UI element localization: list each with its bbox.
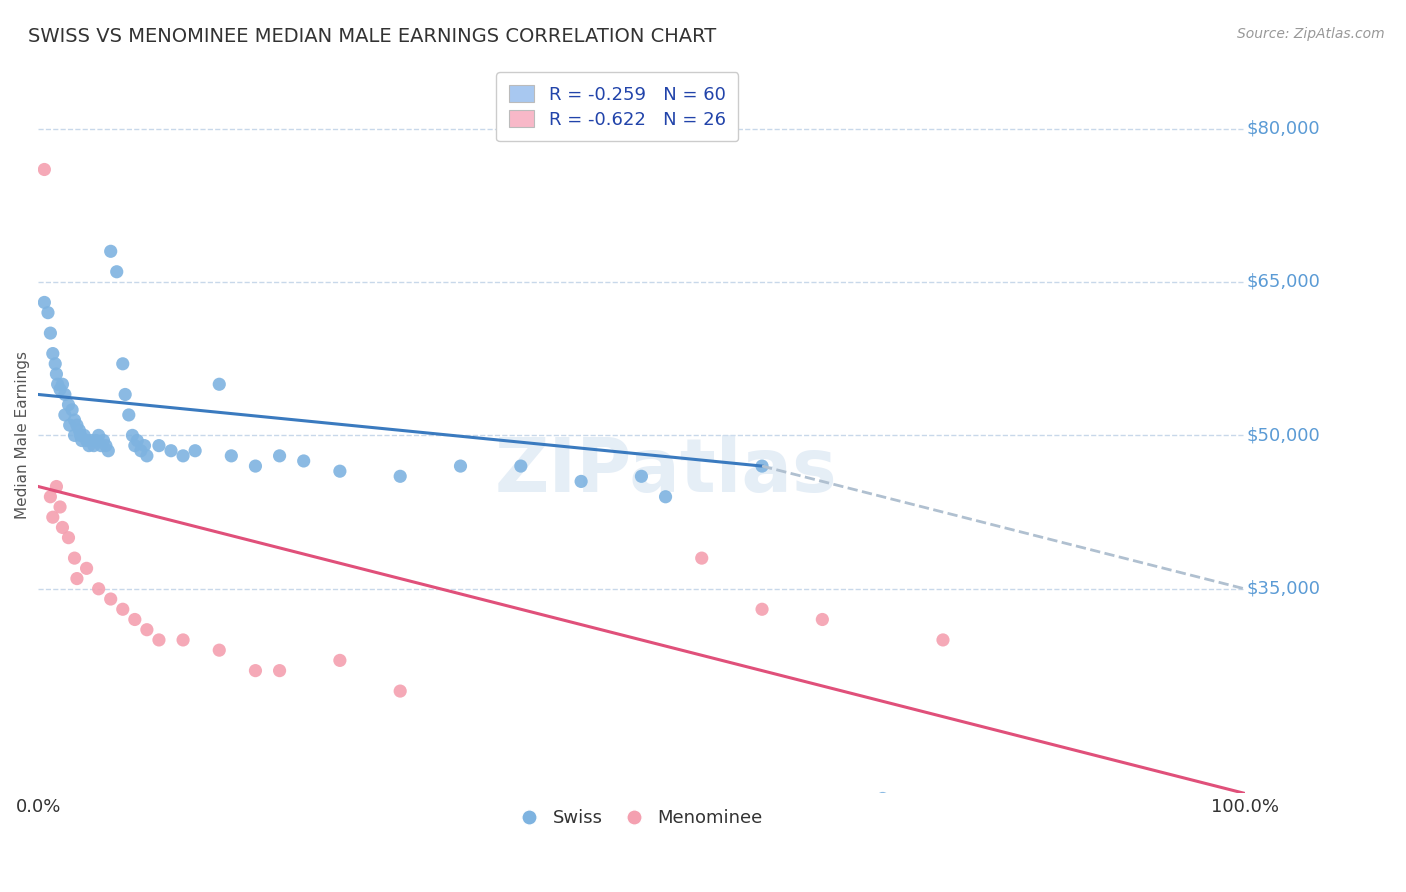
- Point: [118, 408, 141, 422]
- Point: [184, 443, 207, 458]
- Point: [129, 443, 152, 458]
- Point: [59, 418, 82, 433]
- Point: [53, 387, 76, 401]
- Point: [111, 602, 134, 616]
- Point: [67, 423, 90, 437]
- Point: [114, 387, 136, 401]
- Point: [42, 346, 65, 360]
- Point: [97, 443, 120, 458]
- Point: [509, 459, 531, 474]
- Point: [80, 434, 103, 448]
- Text: SWISS VS MENOMINEE MEDIAN MALE EARNINGS CORRELATION CHART: SWISS VS MENOMINEE MEDIAN MALE EARNINGS …: [28, 27, 717, 45]
- Point: [87, 582, 110, 596]
- Point: [654, 490, 676, 504]
- Y-axis label: Median Male Earnings: Median Male Earnings: [15, 351, 30, 519]
- Point: [60, 402, 83, 417]
- Point: [105, 265, 128, 279]
- Point: [42, 510, 65, 524]
- Point: [66, 418, 89, 433]
- Point: [329, 653, 352, 667]
- Point: [269, 664, 291, 678]
- Point: [292, 454, 315, 468]
- Point: [121, 428, 143, 442]
- Point: [83, 439, 105, 453]
- Point: [84, 434, 107, 448]
- Point: [148, 439, 170, 453]
- Point: [63, 413, 86, 427]
- Point: [124, 439, 146, 453]
- Point: [811, 612, 834, 626]
- Point: [751, 602, 773, 616]
- Point: [87, 428, 110, 442]
- Point: [66, 572, 89, 586]
- Point: [127, 434, 149, 448]
- Text: $65,000: $65,000: [1247, 273, 1320, 291]
- Point: [73, 428, 96, 442]
- Point: [70, 434, 93, 448]
- Point: [389, 684, 412, 698]
- Point: [148, 632, 170, 647]
- Point: [245, 459, 267, 474]
- Point: [160, 443, 183, 458]
- Point: [135, 623, 157, 637]
- Legend: Swiss, Menominee: Swiss, Menominee: [513, 802, 769, 834]
- Point: [872, 791, 894, 805]
- Point: [63, 428, 86, 442]
- Point: [111, 357, 134, 371]
- Point: [49, 383, 72, 397]
- Point: [135, 449, 157, 463]
- Point: [39, 490, 62, 504]
- Text: $35,000: $35,000: [1247, 580, 1320, 598]
- Point: [76, 561, 98, 575]
- Point: [51, 377, 73, 392]
- Point: [245, 664, 267, 678]
- Point: [269, 449, 291, 463]
- Point: [450, 459, 472, 474]
- Text: ZIPatlas: ZIPatlas: [495, 434, 837, 508]
- Point: [94, 439, 117, 453]
- Point: [221, 449, 243, 463]
- Point: [100, 244, 122, 259]
- Point: [39, 326, 62, 340]
- Point: [93, 434, 115, 448]
- Point: [690, 551, 713, 566]
- Point: [46, 377, 69, 392]
- Point: [45, 479, 67, 493]
- Point: [389, 469, 412, 483]
- Point: [172, 632, 194, 647]
- Point: [134, 439, 156, 453]
- Point: [44, 357, 66, 371]
- Point: [100, 592, 122, 607]
- Point: [34, 162, 56, 177]
- Text: Source: ZipAtlas.com: Source: ZipAtlas.com: [1237, 27, 1385, 41]
- Point: [63, 551, 86, 566]
- Point: [569, 475, 592, 489]
- Point: [932, 632, 955, 647]
- Point: [77, 439, 100, 453]
- Point: [90, 439, 112, 453]
- Point: [208, 377, 231, 392]
- Point: [34, 295, 56, 310]
- Point: [58, 531, 80, 545]
- Point: [37, 306, 59, 320]
- Point: [329, 464, 352, 478]
- Point: [76, 434, 98, 448]
- Point: [53, 408, 76, 422]
- Point: [49, 500, 72, 514]
- Point: [124, 612, 146, 626]
- Point: [45, 367, 67, 381]
- Point: [751, 459, 773, 474]
- Text: $50,000: $50,000: [1247, 426, 1320, 444]
- Point: [51, 520, 73, 534]
- Point: [630, 469, 652, 483]
- Point: [208, 643, 231, 657]
- Point: [69, 428, 91, 442]
- Text: $80,000: $80,000: [1247, 120, 1320, 137]
- Point: [172, 449, 194, 463]
- Point: [58, 398, 80, 412]
